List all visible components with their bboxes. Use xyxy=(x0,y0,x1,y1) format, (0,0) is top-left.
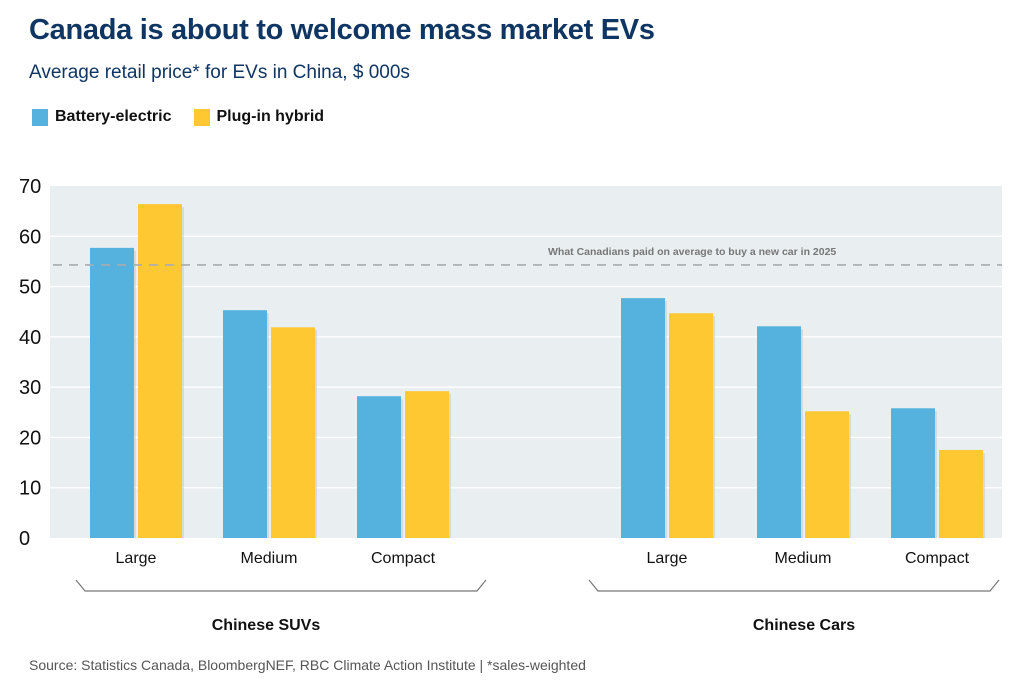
group-bracket xyxy=(588,579,1000,592)
bar-battery-electric xyxy=(757,326,801,538)
plot-background xyxy=(50,186,1002,538)
reference-line-label: What Canadians paid on average to buy a … xyxy=(548,246,836,258)
legend-swatch-battery-electric xyxy=(32,108,48,126)
bar-plug-in-hybrid xyxy=(805,411,849,538)
x-tick-label: Large xyxy=(116,550,157,567)
x-tick-label: Large xyxy=(647,550,688,567)
y-tick-label: 40 xyxy=(19,327,41,349)
group-label: Chinese Cars xyxy=(753,617,855,634)
bar-plug-in-hybrid xyxy=(939,450,983,538)
bar-plug-in-hybrid xyxy=(405,391,449,538)
legend-label: Plug-in hybrid xyxy=(216,108,325,125)
legend: Battery-electric Plug-in hybrid xyxy=(32,108,324,126)
group-bracket xyxy=(75,579,487,592)
x-tick-label: Medium xyxy=(241,550,298,567)
bar-battery-electric xyxy=(223,310,267,538)
chart-title: Canada is about to welcome mass market E… xyxy=(29,14,655,46)
source-note: Source: Statistics Canada, BloombergNEF,… xyxy=(29,657,586,673)
bar-battery-electric xyxy=(891,408,935,538)
bar-battery-electric xyxy=(621,298,665,538)
x-tick-label: Compact xyxy=(905,550,970,567)
x-tick-label: Compact xyxy=(371,550,436,567)
bar-plug-in-hybrid xyxy=(271,327,315,538)
group-label: Chinese SUVs xyxy=(212,617,321,634)
bar-battery-electric xyxy=(90,247,134,538)
chart-subtitle: Average retail price* for EVs in China, … xyxy=(29,62,410,83)
y-tick-label: 70 xyxy=(19,176,41,198)
bar-battery-electric xyxy=(357,396,401,538)
bar-plug-in-hybrid xyxy=(669,313,713,538)
legend-label: Battery-electric xyxy=(55,108,172,125)
legend-item-battery-electric: Battery-electric xyxy=(32,108,172,126)
y-tick-label: 20 xyxy=(19,427,41,449)
y-tick-label: 30 xyxy=(19,377,41,399)
y-tick-label: 0 xyxy=(19,528,30,550)
y-tick-label: 50 xyxy=(19,277,41,299)
bar-plug-in-hybrid xyxy=(138,204,182,539)
x-tick-label: Medium xyxy=(775,550,832,567)
y-tick-label: 10 xyxy=(19,478,41,500)
legend-swatch-plug-in-hybrid xyxy=(193,108,210,126)
y-tick-label: 60 xyxy=(19,226,41,248)
legend-item-plug-in-hybrid: Plug-in hybrid xyxy=(193,108,325,126)
